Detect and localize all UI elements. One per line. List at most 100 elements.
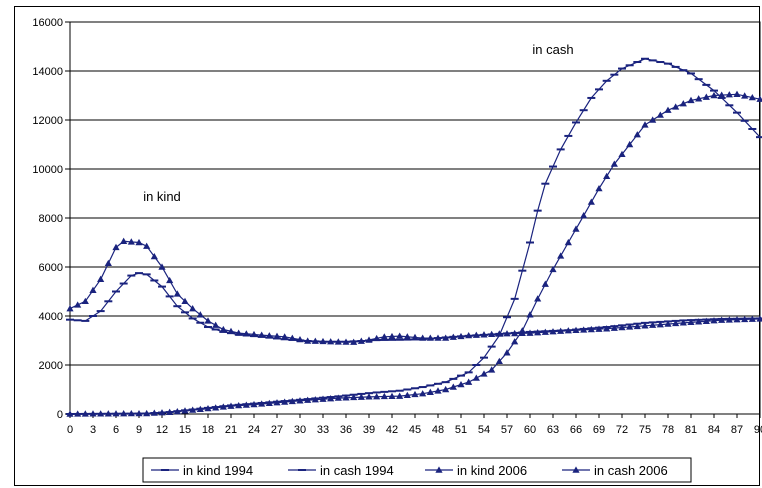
data-point <box>127 410 135 417</box>
series-line <box>69 272 761 343</box>
data-point <box>526 329 534 336</box>
data-point <box>710 91 718 99</box>
data-point <box>511 329 519 337</box>
data-point <box>687 318 695 326</box>
data-point <box>173 290 181 297</box>
data-point <box>518 327 526 334</box>
data-point <box>304 337 312 344</box>
data-point <box>702 317 710 324</box>
data-point <box>710 317 718 324</box>
data-point <box>411 390 419 398</box>
data-point <box>334 394 342 401</box>
data-point <box>281 333 289 340</box>
x-tick-label: 39 <box>363 424 375 436</box>
data-point <box>212 321 220 328</box>
data-point <box>380 333 388 340</box>
data-point <box>595 325 603 332</box>
data-point <box>350 338 358 345</box>
x-tick-label: 60 <box>524 424 536 436</box>
data-point <box>664 320 672 327</box>
data-point <box>656 111 664 118</box>
x-tick-label: 33 <box>317 424 329 436</box>
data-point <box>104 259 112 267</box>
data-point <box>120 410 128 417</box>
data-point <box>549 265 557 273</box>
data-point <box>181 407 189 414</box>
data-point <box>465 332 473 339</box>
x-tick-label: 54 <box>478 424 490 436</box>
data-point <box>649 116 657 123</box>
series-in-cash-1994 <box>66 57 762 415</box>
data-point <box>672 103 680 110</box>
data-point <box>380 392 388 400</box>
data-point <box>695 95 703 102</box>
grid-layer <box>69 21 761 415</box>
data-point <box>534 295 542 302</box>
data-point <box>541 328 549 335</box>
data-point <box>687 96 695 104</box>
x-tick-label: 24 <box>248 424 260 436</box>
x-tick-label: 42 <box>386 424 398 436</box>
data-point <box>365 336 373 343</box>
data-point <box>733 90 741 97</box>
data-point <box>334 338 342 345</box>
data-point <box>388 332 396 340</box>
chart-frame <box>14 6 760 486</box>
legend-label: in kind 1994 <box>183 463 253 478</box>
data-point <box>235 329 243 336</box>
data-point <box>748 315 756 322</box>
data-point <box>227 327 235 335</box>
data-point <box>112 410 120 417</box>
data-point <box>357 337 365 344</box>
data-point <box>572 326 580 334</box>
data-point <box>265 332 273 339</box>
data-point <box>610 160 618 167</box>
data-point <box>457 332 465 340</box>
data-point <box>403 391 411 398</box>
series-layer <box>66 57 762 417</box>
data-point <box>572 466 580 473</box>
data-point <box>311 337 319 344</box>
data-point <box>472 374 480 381</box>
data-point <box>281 398 289 405</box>
data-point <box>265 399 273 407</box>
data-point <box>258 331 266 338</box>
data-point <box>580 211 588 219</box>
data-point <box>296 336 304 343</box>
data-point <box>426 388 434 395</box>
data-point <box>756 315 762 322</box>
data-point <box>258 400 266 407</box>
y-tick-label: 2000 <box>39 360 63 372</box>
data-point <box>112 243 120 251</box>
x-tick-label: 45 <box>409 424 421 436</box>
series-in-kind-2006 <box>66 237 762 345</box>
annotation: in cash <box>532 42 573 57</box>
data-point <box>472 331 480 338</box>
legend-box <box>142 457 692 483</box>
data-point <box>534 329 542 336</box>
data-point <box>610 324 618 331</box>
data-point <box>150 252 158 260</box>
data-point <box>748 93 756 101</box>
annotation: in kind <box>143 189 181 204</box>
data-point <box>342 394 350 401</box>
data-point <box>741 92 749 99</box>
data-point <box>564 327 572 334</box>
data-point <box>250 330 258 338</box>
data-point <box>549 328 557 335</box>
data-point <box>296 397 304 404</box>
data-point <box>480 331 488 338</box>
data-point <box>603 325 611 332</box>
x-tick-label: 81 <box>685 424 697 436</box>
data-point <box>81 297 89 304</box>
data-point <box>342 338 350 345</box>
data-point <box>212 404 220 411</box>
y-tick-label: 12000 <box>32 115 63 127</box>
data-point <box>89 410 97 417</box>
data-point <box>319 395 327 402</box>
data-point <box>181 297 189 304</box>
legend-item: in cash 2006 <box>562 463 668 478</box>
series-line <box>69 93 761 415</box>
data-point <box>196 311 204 318</box>
